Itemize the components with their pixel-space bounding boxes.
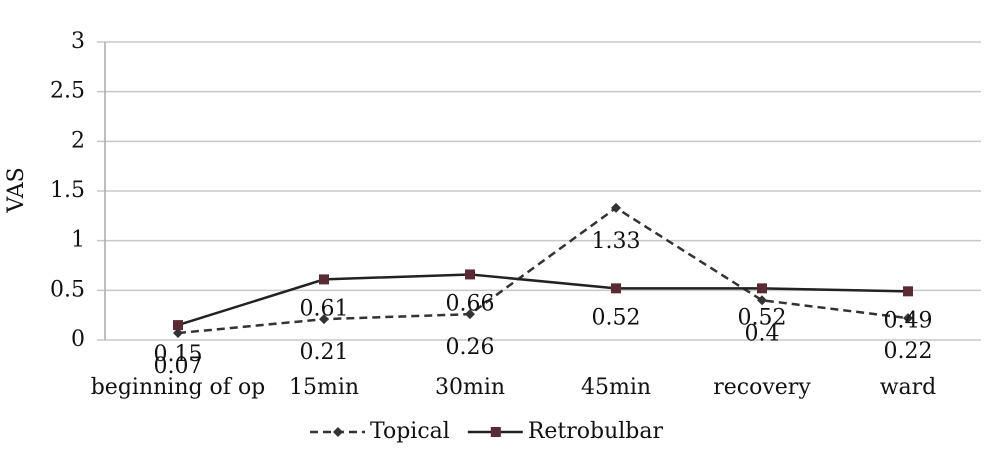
data-label: 0.4: [745, 321, 780, 346]
data-label: 0.26: [446, 335, 495, 360]
data-label: 0.21: [300, 340, 349, 365]
y-tick-label: 3: [71, 29, 85, 54]
data-label: 1.33: [592, 229, 641, 254]
data-label: 0.22: [884, 339, 933, 364]
legend-label: Retrobulbar: [528, 419, 664, 444]
data-point: [611, 202, 621, 213]
series-line: [177, 273, 909, 327]
data-point: [319, 314, 329, 325]
data-point: [611, 283, 621, 294]
data-point: [757, 283, 767, 294]
legend-label: Topical: [370, 419, 450, 444]
y-tick-label: 0: [71, 327, 85, 352]
data-label: 0.49: [884, 308, 933, 333]
y-axis-label: VAS: [4, 167, 29, 213]
series-line: [177, 206, 909, 335]
data-point: [903, 313, 913, 324]
data-point: [757, 295, 767, 306]
x-tick-label: ward: [880, 375, 937, 400]
y-tick-label: 0.5: [50, 277, 85, 302]
data-label: 0.52: [738, 305, 787, 330]
data-point: [465, 269, 475, 280]
y-tick-label: 1: [71, 228, 85, 253]
data-label: 0.52: [592, 305, 641, 330]
data-point: [173, 320, 183, 331]
x-tick-label: 45min: [581, 375, 651, 400]
data-label: 0.07: [154, 354, 203, 379]
data-label: 0.15: [154, 342, 203, 367]
y-tick-label: 2.5: [50, 79, 85, 104]
data-label: 0.61: [300, 296, 349, 321]
data-label: 0.66: [446, 291, 495, 316]
data-point: [173, 328, 183, 339]
x-tick-label: 15min: [289, 375, 359, 400]
y-tick-label: 1.5: [50, 178, 85, 203]
data-point: [319, 274, 329, 285]
legend-marker: [333, 427, 343, 437]
y-tick-label: 2: [71, 128, 85, 153]
data-point: [465, 309, 475, 320]
data-point: [903, 286, 913, 297]
x-tick-label: beginning of op: [91, 375, 266, 400]
x-tick-label: 30min: [435, 375, 505, 400]
x-tick-label: recovery: [713, 375, 811, 400]
legend-marker: [490, 427, 501, 437]
